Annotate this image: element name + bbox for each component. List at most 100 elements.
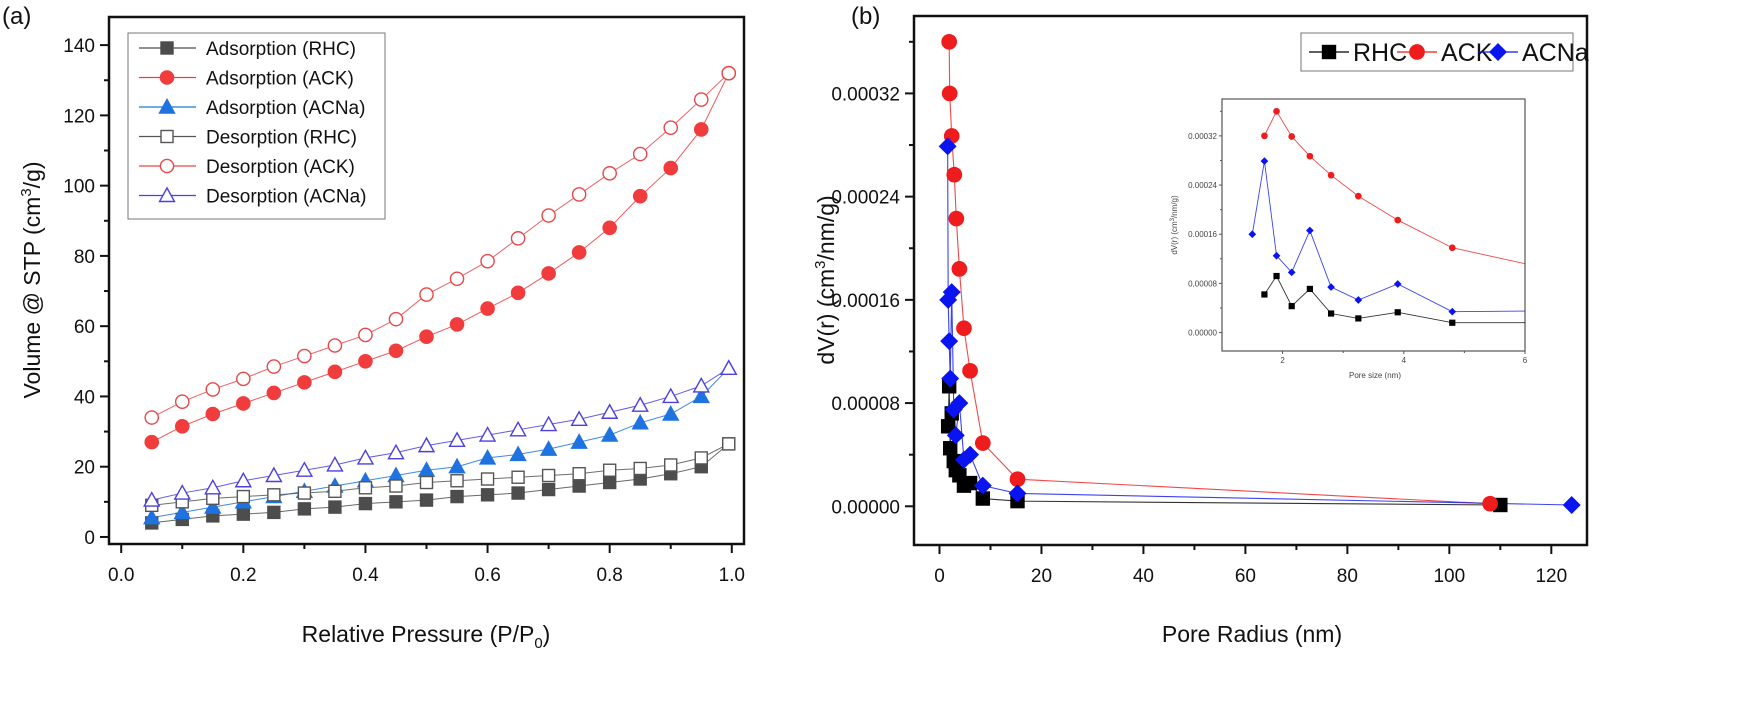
y-tick-label: 0.00024 [831,188,900,209]
x-tick-label: 80 [1337,566,1358,587]
inset-markers [1248,107,1457,326]
data-point-desorption-acna [509,420,527,437]
panel-a-markers [143,65,738,530]
data-point-adsorption-ack [510,285,526,301]
x-tick-label: 0.0 [108,565,134,586]
y-tick-label: 0.00008 [831,394,900,415]
data-point-adsorption-ack [266,385,282,401]
data-point-adsorption-rhc [602,475,617,490]
inset-y-tick-label: 0.00016 [1188,230,1217,239]
data-point-adsorption-rhc [419,493,434,507]
data-point-desorption-ack [144,410,160,425]
data-point-desorption-acna [662,387,680,404]
panel-b-label: (b) [851,3,880,30]
inset-series-line-acna [1251,161,1526,313]
data-point-desorption-acna [478,426,497,442]
data-point-desorption-acna [631,396,649,412]
y-tick-label: 0 [84,528,95,549]
data-point-desorption-acna [600,403,619,419]
data-point-desorption-rhc [328,484,342,498]
data-point-desorption-acna [720,359,738,376]
data-point-acna [1008,484,1027,503]
data-point-adsorption-ack [236,396,251,411]
panel-b-frame [912,14,1589,547]
data-point-desorption-ack [541,208,556,223]
legend-label: ACK [1441,39,1493,67]
data-point-adsorption-ack [571,245,587,260]
inset-ticks: 2 4 6 0.00000 0.00008 0.00016 0.00024 0.00032 [1188,110,1528,365]
y-tick-label: 140 [63,36,95,57]
legend-marker [159,70,175,85]
y-tick-label: 80 [74,247,95,268]
data-point-desorption-acna [204,478,222,495]
panel-a-label: (a) [2,3,31,30]
data-point-adsorption-acna [662,405,680,421]
legend-label: Desorption (ACNa) [206,187,367,208]
data-point-acna [946,426,965,445]
x-tick-label: 40 [1133,566,1154,587]
panel-a: (a) 0.0 0.2 0.4 0.6 0.8 1.0 0 20 40 60 80 100 120 140… [2,3,746,652]
inset-x-tick-label: 6 [1523,356,1528,365]
legend-label: Adsorption (ACK) [206,69,354,90]
data-point-desorption-rhc [694,451,708,465]
data-point-desorption-ack [632,146,648,162]
data-point-ack [948,210,965,227]
data-point-adsorption-rhc [480,488,495,502]
data-point-desorption-acna [356,448,375,465]
y-tick-label: 120 [63,106,95,127]
y-tick-label: 0.00016 [831,291,900,312]
data-point-rhc [942,441,958,456]
data-point-desorption-acna [234,471,253,488]
data-point-desorption-rhc [450,474,464,488]
data-point-adsorption-ack [327,364,343,380]
data-point-adsorption-acna [204,498,222,514]
data-point-desorption-acna [295,461,314,477]
data-point-desorption-acna [143,491,161,507]
data-point-ack [962,362,978,379]
data-point-desorption-ack [571,187,587,202]
inset-x-tick-label: 4 [1402,356,1407,365]
data-point-adsorption-rhc [511,486,525,500]
legend-marker [160,41,174,55]
data-point-adsorption-acna [448,457,466,474]
data-point-acna [941,369,960,388]
data-point-desorption-rhc [389,479,403,493]
data-point-adsorption-ack [632,188,648,204]
inset-data-point-ack [1327,171,1335,179]
data-point-adsorption-rhc [328,500,342,514]
series-line-rhc [947,386,1501,506]
data-point-adsorption-rhc [267,505,281,520]
legend-marker [1489,43,1507,61]
data-point-adsorption-rhc [389,495,403,509]
data-point-ack [951,261,968,277]
inset-data-point-ack [1306,152,1314,160]
inset-data-point-rhc [1355,315,1362,322]
data-point-desorption-rhc [722,437,736,451]
inset-x-tick-label: 2 [1280,356,1285,365]
data-point-adsorption-ack [297,375,312,390]
data-point-acna [950,394,969,413]
data-point-desorption-rhc [633,461,647,476]
data-point-desorption-ack [358,327,373,343]
legend-marker [1409,44,1425,60]
data-point-desorption-acna [417,436,436,453]
inset-data-point-rhc [1273,272,1280,280]
x-tick-label: 120 [1535,566,1567,587]
data-point-adsorption-ack [419,329,434,345]
data-point-desorption-ack [174,394,190,410]
data-point-acna [973,476,992,495]
data-point-desorption-rhc [541,468,556,483]
x-tick-label: 0.4 [352,565,379,586]
inset-data-point-acna [1287,268,1296,277]
data-point-desorption-ack [419,287,434,302]
data-point-adsorption-acna [539,440,558,456]
data-point-desorption-acna [448,431,466,448]
y-tick-label: 0.00032 [831,84,900,105]
data-point-adsorption-ack [144,434,160,450]
data-point-adsorption-acna [509,445,527,462]
inset-data-point-rhc [1306,285,1313,293]
data-point-desorption-ack [205,382,221,397]
data-point-adsorption-ack [388,343,404,359]
inset-y-tick-label: 0.00032 [1188,132,1217,141]
panel-a-x-axis-title: Relative Pressure (P/P0) [302,621,551,652]
